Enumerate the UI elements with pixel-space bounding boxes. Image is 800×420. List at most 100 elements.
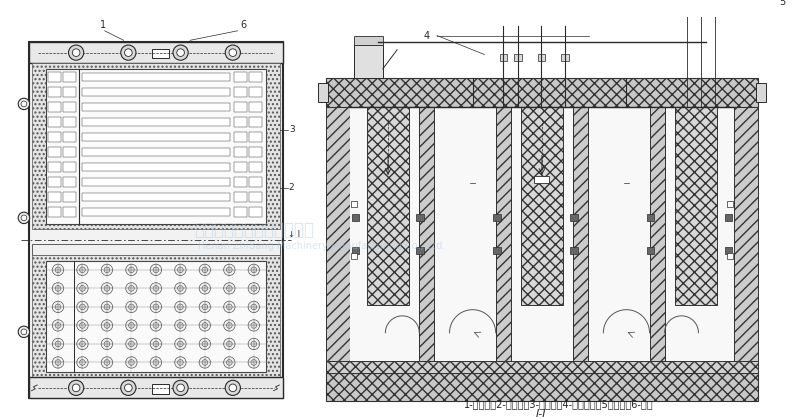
Bar [249,163,262,172]
Circle shape [248,283,259,294]
Bar [570,247,578,255]
Bar [756,83,766,102]
Circle shape [52,320,64,331]
Bar [82,208,230,216]
Bar [650,107,665,361]
Circle shape [126,320,137,331]
Bar [647,214,654,221]
Circle shape [55,360,61,365]
Bar [29,42,283,63]
Circle shape [178,341,183,347]
Circle shape [174,283,186,294]
Circle shape [52,301,64,312]
Circle shape [173,45,188,60]
Bar [82,118,230,126]
Text: Henan ZhiBang Machinery Manufacturing Co., Ltd.: Henan ZhiBang Machinery Manufacturing Co… [198,241,445,251]
Circle shape [174,357,186,368]
Bar [152,49,169,58]
Circle shape [153,323,158,328]
Circle shape [224,264,235,276]
Circle shape [199,283,210,294]
Bar [570,214,578,221]
Bar [48,163,61,172]
Bar [152,384,169,394]
Circle shape [224,357,235,368]
Circle shape [150,320,162,331]
Bar [249,117,262,127]
Circle shape [226,380,241,396]
Circle shape [229,384,237,391]
Circle shape [224,338,235,349]
Bar [48,117,61,127]
Circle shape [125,49,132,56]
Bar [493,247,501,255]
Bar [249,102,262,112]
Bar [48,147,61,157]
Bar [63,72,76,81]
Circle shape [173,380,188,396]
Circle shape [77,357,88,368]
Bar [249,207,262,217]
Bar [650,107,665,361]
Bar [351,214,359,221]
Circle shape [226,341,232,347]
Bar [367,107,410,305]
Circle shape [126,283,137,294]
Bar [249,72,262,81]
Circle shape [129,267,134,273]
Circle shape [102,338,113,349]
Circle shape [153,341,158,347]
Text: 4: 4 [423,31,430,41]
Bar [725,214,732,221]
Bar [249,192,262,202]
Circle shape [52,338,64,349]
Bar [48,132,61,142]
Text: I-I: I-I [536,409,546,419]
Circle shape [129,286,134,291]
Circle shape [126,301,137,312]
Circle shape [202,360,208,365]
Bar [419,107,434,361]
Bar [534,176,549,183]
Bar [416,247,424,255]
Circle shape [104,341,110,347]
Text: 5: 5 [779,0,785,7]
Bar [31,63,280,229]
Circle shape [174,338,186,349]
Bar [562,54,569,61]
Circle shape [174,320,186,331]
Circle shape [55,323,61,328]
Bar [647,247,654,255]
Bar [63,132,76,142]
Bar [82,193,230,201]
Bar [234,177,247,187]
Bar [354,36,383,45]
Bar [63,192,76,202]
Circle shape [178,286,183,291]
Circle shape [229,49,237,56]
Circle shape [77,301,88,312]
Bar [249,87,262,97]
Circle shape [226,323,232,328]
Bar [82,88,230,96]
Circle shape [153,360,158,365]
Circle shape [177,49,184,56]
Bar [249,147,262,157]
Bar [29,42,283,398]
Bar [350,201,358,207]
Circle shape [77,320,88,331]
Circle shape [178,267,183,273]
Circle shape [104,323,110,328]
Circle shape [129,341,134,347]
Bar [234,207,247,217]
Circle shape [150,264,162,276]
Circle shape [248,357,259,368]
Bar [234,117,247,127]
Bar [573,107,588,361]
Circle shape [52,283,64,294]
Circle shape [199,301,210,312]
Circle shape [174,301,186,312]
Circle shape [55,304,61,310]
Circle shape [80,360,86,365]
Circle shape [104,360,110,365]
